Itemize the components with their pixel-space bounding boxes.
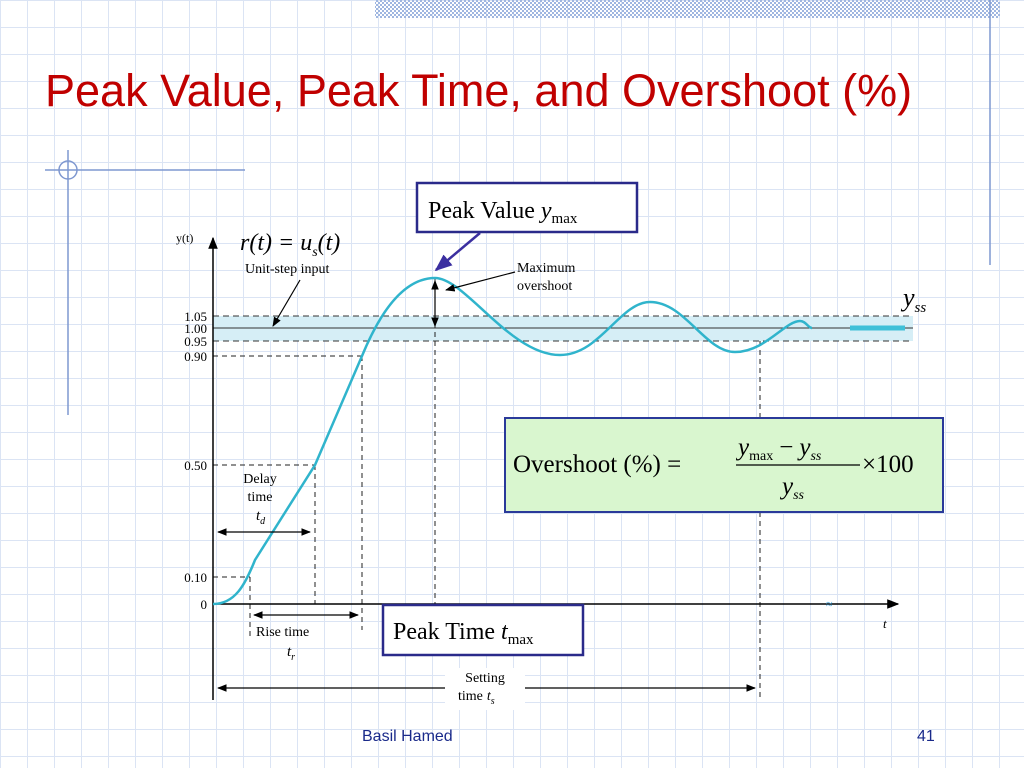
formula-lhs: Overshoot (%) =	[513, 451, 681, 478]
delay-label: Delay	[243, 472, 276, 487]
settling-label: Setting	[465, 671, 505, 686]
delay-sub: d	[260, 516, 266, 527]
settling-word: time	[458, 689, 483, 704]
delay-symbol: td	[256, 508, 266, 527]
y-level: 0.50	[184, 458, 207, 473]
footer-page: 41	[917, 728, 935, 745]
yss-symbol: y	[900, 283, 915, 312]
formula-denominator: yss	[779, 473, 805, 503]
footer-author: Basil Hamed	[362, 728, 453, 745]
y-level: 1.05	[184, 309, 207, 324]
deco-circle	[58, 160, 78, 180]
num-sub2: ss	[810, 449, 821, 464]
peak-value-label: Peak Value ymax	[428, 198, 578, 227]
peak-time-box	[381, 603, 585, 657]
input-main: r(t) = u	[240, 230, 312, 256]
settling-label: time ts	[458, 689, 495, 707]
peak-value-symbol: y	[539, 198, 552, 224]
peak-value-sub: max	[552, 211, 578, 227]
rise-sub: r	[291, 652, 295, 663]
num-y2: y	[796, 434, 811, 461]
y-level: 0.90	[184, 349, 207, 364]
response-curve	[212, 276, 813, 606]
input-label: r(t) = us(t)	[240, 230, 340, 260]
formula-numerator: ymax − yss	[735, 434, 822, 464]
rise-t: t	[287, 644, 292, 660]
slide-title: Peak Value, Peak Time, and Overshoot (%)	[45, 65, 912, 116]
settling-t: t	[487, 689, 492, 704]
rise-symbol: tr	[287, 644, 295, 663]
x-axis-label: t	[883, 616, 887, 631]
formula-factor: ×100	[862, 451, 914, 478]
delay-label: time	[248, 490, 273, 505]
input-tail: (t)	[318, 230, 341, 256]
diagram: ≈ 1.05 1.00 0.95 0.90 0.50 0.10 0 y(t) t…	[176, 181, 944, 710]
formula-box	[504, 417, 944, 513]
settling-sub: s	[491, 696, 495, 707]
num-y1: y	[735, 434, 750, 461]
den-sub: ss	[793, 488, 804, 503]
axis-break: ≈	[826, 597, 833, 611]
overshoot-pointer	[445, 271, 516, 292]
num-minus: −	[779, 434, 793, 461]
peak-time-symbol: t	[501, 619, 509, 645]
top-band	[375, 0, 1000, 18]
yss-label: yss	[900, 283, 926, 316]
peak-value-arrow	[434, 232, 481, 272]
y-level: 1.00	[184, 321, 207, 336]
settling-label-bg	[445, 668, 525, 710]
y-level: 0.10	[184, 570, 207, 585]
input-caption: Unit-step input	[245, 262, 329, 277]
input-arrow	[272, 279, 301, 327]
rise-label: Rise time	[256, 625, 309, 640]
y-level: 0	[201, 597, 208, 612]
den-y: y	[779, 473, 794, 500]
peak-time-text: Peak Time	[393, 619, 495, 645]
peak-time-label: Peak Time tmax	[393, 619, 534, 648]
num-sub1: max	[749, 449, 773, 464]
y-level: 0.95	[184, 334, 207, 349]
peak-value-text: Peak Value	[428, 198, 535, 224]
peak-value-box	[415, 181, 639, 234]
overshoot-caption: Maximum	[517, 261, 575, 276]
peak-time-sub: max	[508, 632, 534, 648]
yss-sub: ss	[915, 300, 927, 316]
guides	[213, 278, 761, 700]
delay-t: t	[256, 508, 261, 524]
input-sub: s	[312, 245, 318, 260]
y-axis-label: y(t)	[176, 231, 193, 245]
overshoot-caption: overshoot	[517, 279, 572, 294]
